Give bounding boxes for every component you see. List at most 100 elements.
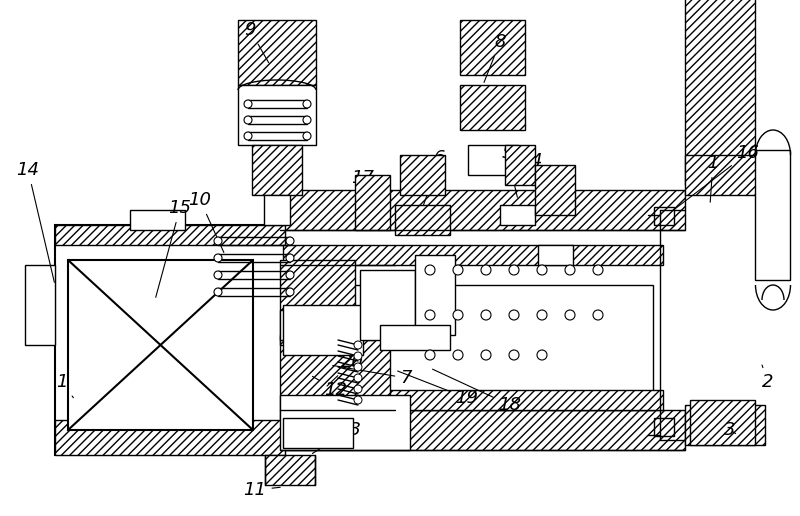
Text: 17: 17 bbox=[351, 169, 374, 219]
Bar bbox=[538, 245, 573, 265]
Text: 9: 9 bbox=[244, 21, 269, 62]
Circle shape bbox=[481, 265, 491, 275]
Text: 7: 7 bbox=[333, 365, 412, 387]
Bar bbox=[755, 150, 790, 280]
Bar bbox=[130, 210, 185, 230]
Bar bbox=[25, 265, 55, 345]
Circle shape bbox=[481, 350, 491, 360]
Text: 19: 19 bbox=[398, 371, 478, 407]
Text: 20: 20 bbox=[327, 353, 363, 386]
Circle shape bbox=[354, 374, 362, 382]
Circle shape bbox=[509, 350, 519, 360]
Circle shape bbox=[286, 254, 294, 262]
Bar bbox=[238, 85, 316, 145]
Bar bbox=[355, 175, 390, 230]
Circle shape bbox=[244, 116, 252, 124]
Circle shape bbox=[593, 265, 603, 275]
Circle shape bbox=[303, 132, 311, 140]
Circle shape bbox=[565, 265, 575, 275]
Circle shape bbox=[354, 396, 362, 404]
Circle shape bbox=[425, 350, 435, 360]
Bar bbox=[460, 85, 525, 130]
Bar bbox=[55, 420, 285, 455]
Circle shape bbox=[354, 363, 362, 371]
Circle shape bbox=[214, 237, 222, 245]
Circle shape bbox=[244, 100, 252, 108]
Circle shape bbox=[509, 310, 519, 320]
Bar bbox=[55, 225, 285, 455]
Bar bbox=[283, 390, 663, 410]
Text: 3: 3 bbox=[724, 421, 736, 439]
Text: 13: 13 bbox=[312, 421, 362, 454]
Bar bbox=[468, 145, 518, 175]
Text: 6: 6 bbox=[421, 149, 446, 213]
Bar bbox=[500, 205, 535, 225]
Circle shape bbox=[425, 265, 435, 275]
Circle shape bbox=[354, 385, 362, 393]
Circle shape bbox=[303, 116, 311, 124]
Bar bbox=[55, 225, 285, 245]
Bar bbox=[685, 405, 765, 445]
Circle shape bbox=[537, 310, 547, 320]
Bar bbox=[280, 335, 390, 410]
Bar bbox=[283, 245, 663, 265]
Circle shape bbox=[453, 350, 463, 360]
Bar bbox=[68, 260, 253, 430]
Bar bbox=[538, 175, 573, 195]
Text: 1: 1 bbox=[56, 373, 74, 398]
Bar bbox=[280, 190, 685, 230]
Circle shape bbox=[214, 254, 222, 262]
Bar bbox=[280, 395, 410, 450]
Circle shape bbox=[537, 350, 547, 360]
Circle shape bbox=[509, 265, 519, 275]
Circle shape bbox=[244, 132, 252, 140]
Text: 15: 15 bbox=[156, 199, 191, 297]
Bar bbox=[395, 205, 450, 235]
Text: 18: 18 bbox=[433, 369, 522, 414]
Circle shape bbox=[214, 288, 222, 296]
Circle shape bbox=[453, 265, 463, 275]
Bar bbox=[685, 0, 755, 185]
Circle shape bbox=[214, 271, 222, 279]
Circle shape bbox=[425, 310, 435, 320]
Circle shape bbox=[354, 341, 362, 349]
Bar bbox=[535, 165, 575, 215]
Circle shape bbox=[286, 237, 294, 245]
Bar bbox=[280, 410, 685, 450]
Bar bbox=[283, 285, 653, 410]
Bar bbox=[238, 20, 316, 85]
Bar bbox=[280, 260, 355, 345]
Bar bbox=[264, 195, 290, 225]
Circle shape bbox=[453, 310, 463, 320]
Text: 8: 8 bbox=[484, 33, 506, 83]
Circle shape bbox=[286, 271, 294, 279]
Bar bbox=[360, 270, 415, 340]
Text: 12: 12 bbox=[313, 376, 347, 399]
Circle shape bbox=[481, 310, 491, 320]
Bar bbox=[283, 305, 363, 355]
Bar bbox=[283, 418, 353, 448]
Bar bbox=[460, 20, 525, 75]
Bar bbox=[400, 155, 445, 195]
Bar bbox=[505, 145, 535, 185]
Bar bbox=[654, 207, 674, 225]
Circle shape bbox=[593, 310, 603, 320]
Text: 2: 2 bbox=[762, 365, 774, 391]
Bar bbox=[265, 455, 315, 485]
Bar bbox=[380, 325, 450, 350]
Text: 10: 10 bbox=[189, 191, 224, 252]
Text: 16: 16 bbox=[666, 144, 759, 216]
Circle shape bbox=[303, 100, 311, 108]
Text: 1: 1 bbox=[707, 154, 718, 202]
Bar bbox=[252, 145, 302, 195]
Circle shape bbox=[565, 310, 575, 320]
Text: 5: 5 bbox=[502, 144, 518, 197]
Circle shape bbox=[354, 352, 362, 360]
Bar bbox=[654, 418, 674, 436]
Bar bbox=[685, 155, 765, 195]
Circle shape bbox=[537, 265, 547, 275]
Bar bbox=[690, 400, 755, 445]
Bar bbox=[280, 310, 375, 340]
Circle shape bbox=[286, 288, 294, 296]
Text: 4: 4 bbox=[530, 152, 547, 202]
